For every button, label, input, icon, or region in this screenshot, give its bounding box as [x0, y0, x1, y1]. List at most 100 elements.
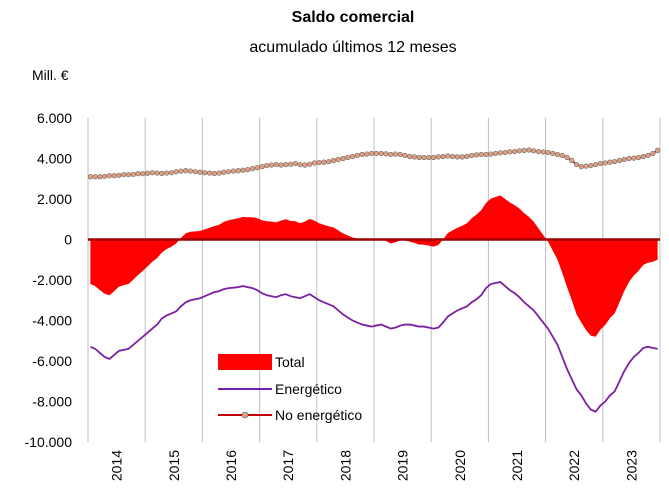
no-energetico-marker: [612, 158, 618, 165]
no-energetico-marker: [335, 156, 341, 163]
no-energetico-marker: [578, 164, 584, 170]
energetico-line: [90, 281, 658, 413]
chart-title: Saldo comercial: [292, 9, 415, 26]
y-tick-label: 2.000: [37, 191, 72, 207]
no-energetico-marker: [554, 151, 561, 158]
no-energetico-marker: [531, 148, 537, 154]
no-energetico-marker: [307, 161, 313, 167]
x-tick-label: 2015: [166, 450, 182, 481]
no-energetico-marker: [321, 159, 327, 165]
no-energetico-marker: [92, 174, 98, 180]
no-energetico-marker: [316, 159, 322, 166]
y-tick-label: 4.000: [37, 151, 72, 167]
no-energetico-marker: [273, 161, 279, 168]
no-energetico-marker: [354, 152, 360, 159]
no-energetico-marker: [168, 170, 175, 176]
legend-marker: [241, 411, 249, 419]
no-energetico-marker: [187, 168, 194, 174]
no-energetico-marker: [292, 160, 298, 167]
no-energetico-marker: [597, 160, 604, 167]
no-energetico-marker: [583, 163, 589, 169]
no-energetico-marker: [635, 154, 642, 161]
no-energetico-marker: [459, 154, 465, 160]
no-energetico-marker: [383, 151, 389, 157]
no-energetico-marker: [502, 149, 508, 156]
no-energetico-marker: [121, 172, 127, 178]
no-energetico-marker: [106, 173, 113, 179]
y-axis-label: Mill. €: [32, 67, 69, 83]
no-energetico-marker: [454, 154, 461, 160]
y-tick-label: -6.000: [32, 353, 72, 369]
no-energetico-marker: [130, 171, 136, 177]
no-energetico-marker: [359, 151, 365, 158]
no-energetico-marker: [345, 154, 351, 161]
no-energetico-marker: [297, 161, 303, 168]
no-energetico-marker: [330, 157, 337, 164]
no-energetico-marker: [588, 162, 594, 169]
y-tick-label: 0: [64, 232, 72, 248]
total-area: [90, 195, 658, 337]
no-energetico-marker: [497, 150, 503, 156]
x-tick-label: 2016: [223, 450, 239, 481]
no-energetico-marker: [183, 168, 189, 174]
no-energetico-marker: [102, 173, 108, 179]
no-energetico-marker: [621, 156, 627, 163]
no-energetico-marker: [149, 170, 155, 176]
no-energetico-marker: [211, 170, 217, 177]
no-energetico-marker: [397, 151, 403, 158]
no-energetico-marker: [602, 160, 608, 166]
no-energetico-marker: [135, 171, 141, 177]
no-energetico-marker: [650, 150, 656, 157]
no-energetico-marker: [154, 170, 160, 176]
no-energetico-marker: [264, 162, 270, 169]
no-energetico-marker: [526, 147, 532, 153]
x-tick-label: 2020: [452, 450, 468, 481]
no-energetico-marker: [450, 153, 456, 160]
no-energetico-marker: [125, 172, 132, 178]
no-energetico-marker: [392, 151, 399, 157]
no-energetico-marker: [402, 152, 408, 159]
no-energetico-marker: [492, 150, 499, 157]
no-energetico-marker: [302, 162, 308, 168]
x-tick-label: 2017: [280, 450, 296, 481]
no-energetico-marker: [192, 169, 198, 175]
no-energetico-marker: [445, 153, 451, 159]
no-energetico-marker: [616, 157, 623, 164]
no-energetico-marker: [216, 170, 222, 176]
no-energetico-marker: [349, 153, 356, 160]
no-energetico-marker: [421, 154, 427, 161]
x-tick-label: 2018: [337, 450, 353, 481]
no-energetico-marker: [507, 149, 513, 155]
no-energetico-marker: [202, 170, 208, 176]
no-energetico-marker: [593, 161, 599, 168]
no-energetico-marker: [206, 170, 213, 176]
no-energetico-marker: [240, 167, 246, 173]
no-energetico-marker: [373, 150, 379, 157]
no-energetico-marker: [540, 149, 546, 155]
no-energetico-marker: [221, 169, 227, 175]
no-energetico-marker: [268, 162, 275, 168]
no-energetico-marker: [144, 170, 151, 176]
no-energetico-marker: [254, 165, 260, 171]
no-energetico-marker: [516, 148, 522, 154]
x-tick-label: 2022: [566, 450, 582, 481]
x-tick-label: 2023: [623, 450, 639, 481]
y-tick-label: 6.000: [37, 110, 72, 126]
y-tick-label: -10.000: [25, 434, 73, 450]
no-energetico-marker: [473, 152, 480, 158]
no-energetico-marker: [469, 152, 475, 159]
no-energetico-marker: [340, 155, 346, 162]
no-energetico-marker: [259, 164, 265, 170]
no-energetico-marker: [640, 153, 646, 160]
no-energetico-marker: [464, 153, 470, 160]
no-energetico-marker: [311, 160, 318, 166]
no-energetico-marker: [116, 172, 122, 178]
no-energetico-marker: [164, 170, 170, 176]
no-energetico-marker: [388, 151, 394, 158]
no-energetico-marker: [569, 157, 575, 164]
legend-label: No energético: [275, 407, 362, 423]
no-energetico-marker: [430, 154, 437, 161]
no-energetico-marker: [249, 166, 256, 172]
no-energetico-marker: [426, 154, 432, 161]
